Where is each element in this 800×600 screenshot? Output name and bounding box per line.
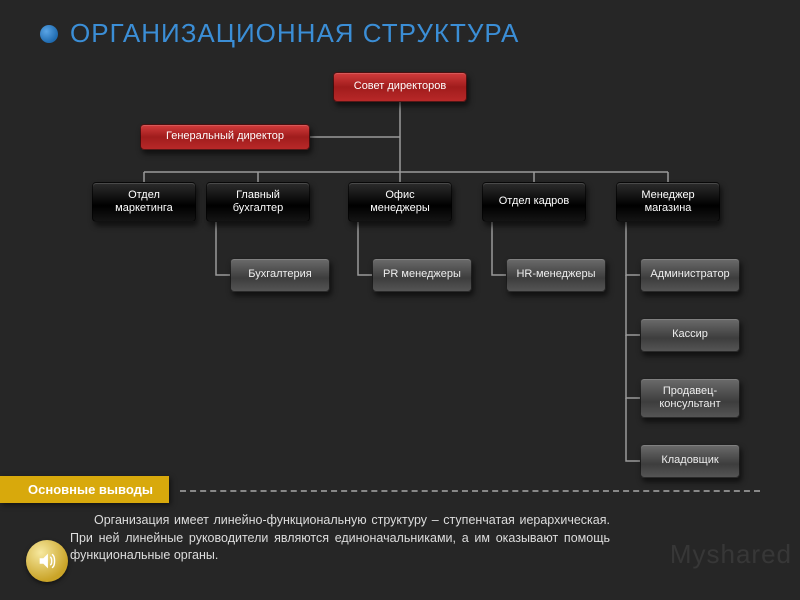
org-chart: Совет директоров Генеральный директор Отде… bbox=[0, 72, 800, 462]
org-node-office: Офис менеджеры bbox=[348, 182, 452, 222]
org-node-marketing: Отдел маркетинга bbox=[92, 182, 196, 222]
org-node-board: Совет директоров bbox=[333, 72, 467, 102]
org-node-cashier: Кассир bbox=[640, 318, 740, 352]
speaker-icon bbox=[26, 540, 68, 582]
conclusion-text: Организация имеет линейно-функциональную… bbox=[70, 512, 610, 565]
org-node-salescons: Продавец-консультант bbox=[640, 378, 740, 418]
org-node-admin: Администратор bbox=[640, 258, 740, 292]
org-node-glavbuh: Главный бухгалтер bbox=[206, 182, 310, 222]
org-node-hr: Отдел кадров bbox=[482, 182, 586, 222]
org-node-accounting: Бухгалтерия bbox=[230, 258, 330, 292]
watermark: Myshared bbox=[670, 539, 792, 570]
org-node-storemgr: Менеджер магазина bbox=[616, 182, 720, 222]
org-node-storekeep: Кладовщик bbox=[640, 444, 740, 478]
org-node-pr: PR менеджеры bbox=[372, 258, 472, 292]
slide-title: ОРГАНИЗАЦИОННАЯ СТРУКТУРА bbox=[70, 18, 519, 49]
org-node-hrmgr: HR-менеджеры bbox=[506, 258, 606, 292]
slide-header: ОРГАНИЗАЦИОННАЯ СТРУКТУРА bbox=[0, 0, 800, 49]
org-node-gendir: Генеральный директор bbox=[140, 124, 310, 150]
bullet-icon bbox=[40, 25, 58, 43]
audio-icon bbox=[36, 550, 58, 572]
conclusion-tag: Основные выводы bbox=[0, 476, 169, 503]
conclusion-divider bbox=[180, 490, 760, 492]
